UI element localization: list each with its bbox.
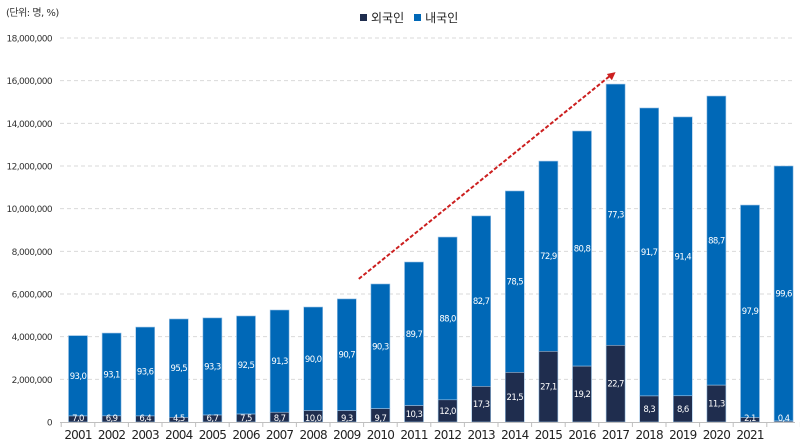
x-tick-label: 2011 (400, 428, 428, 442)
legend-label-foreign: 외국인 (371, 11, 405, 25)
data-label-domestic: 99,6 (775, 289, 792, 299)
legend-item-domestic: 내국인 (414, 9, 458, 26)
data-label-foreign: 6,4 (139, 414, 151, 424)
data-label-domestic: 88,0 (439, 314, 456, 324)
data-label-domestic: 90,3 (372, 342, 389, 352)
x-tick-label: 2021 (736, 428, 764, 442)
data-label-domestic: 95,5 (171, 364, 188, 374)
data-label-foreign: 0,4 (778, 414, 790, 424)
x-tick-label: 2016 (568, 428, 596, 442)
legend-item-foreign: 외국인 (360, 9, 404, 26)
data-label-foreign: 22,7 (607, 380, 624, 390)
x-tick-label: 2002 (98, 428, 126, 442)
data-label-foreign: 9,7 (375, 414, 387, 424)
data-label-domestic: 92,5 (238, 361, 255, 371)
legend-swatch-domestic (414, 14, 422, 21)
data-label-foreign: 8,3 (643, 405, 655, 415)
trend-arrow-line (358, 73, 613, 280)
data-label-foreign: 17,3 (473, 400, 490, 410)
y-tick-label: 6,000,000 (12, 291, 53, 301)
data-label-domestic: 78,5 (507, 278, 524, 288)
data-label-domestic: 93,3 (204, 362, 221, 372)
data-label-domestic: 80,8 (574, 245, 591, 255)
y-tick-label: 0 (47, 419, 53, 429)
data-label-foreign: 21,5 (507, 393, 524, 403)
x-tick-label: 2013 (468, 428, 496, 442)
data-label-domestic: 88,7 (708, 237, 725, 247)
x-tick-label: 2018 (636, 428, 664, 442)
x-tick-label: 2014 (501, 428, 529, 442)
unit-label: (단위: 명, %) (6, 8, 59, 19)
data-label-foreign: 19,2 (574, 390, 591, 400)
y-tick-label: 2,000,000 (12, 376, 53, 386)
x-tick-label: 2003 (132, 428, 160, 442)
data-label-foreign: 10,3 (406, 410, 423, 420)
legend-swatch-foreign (360, 14, 367, 21)
trend-arrow-head (606, 72, 616, 81)
data-label-domestic: 91,4 (675, 252, 692, 262)
x-tick-label: 2009 (333, 428, 361, 442)
data-label-foreign: 9,3 (341, 414, 353, 424)
y-tick-label: 8,000,000 (12, 248, 53, 258)
data-label-domestic: 90,7 (339, 351, 356, 361)
x-tick-label: 2020 (703, 428, 731, 442)
x-tick-label: 2012 (434, 428, 462, 442)
legend-label-domestic: 내국인 (425, 11, 459, 25)
x-tick-label: 2015 (535, 428, 563, 442)
data-label-foreign: 8,6 (677, 405, 689, 415)
data-label-domestic: 93,6 (137, 367, 154, 377)
data-label-domestic: 89,7 (406, 330, 423, 340)
data-label-domestic: 93,1 (103, 370, 120, 380)
data-label-foreign: 12,0 (439, 407, 456, 417)
x-tick-label: 2005 (199, 428, 227, 442)
x-tick-label: 2007 (266, 428, 294, 442)
y-tick-label: 14,000,000 (6, 120, 52, 130)
x-tick-label: 2008 (300, 428, 328, 442)
y-tick-label: 10,000,000 (6, 205, 52, 215)
x-tick-label: 2019 (669, 428, 697, 442)
x-tick-label: 2001 (64, 428, 92, 442)
data-label-foreign: 2,1 (744, 414, 756, 424)
y-tick-label: 18,000,000 (6, 35, 52, 45)
x-tick-label: 2004 (165, 428, 193, 442)
data-label-domestic: 91,7 (641, 248, 658, 258)
x-tick-label: 2017 (602, 428, 630, 442)
data-label-foreign: 8,7 (274, 414, 286, 424)
data-label-foreign: 11,3 (708, 400, 725, 410)
y-tick-label: 12,000,000 (6, 163, 52, 173)
legend: 외국인 내국인 (360, 9, 458, 26)
data-label-domestic: 90,0 (305, 355, 322, 365)
data-label-domestic: 72,9 (540, 252, 557, 262)
y-tick-label: 4,000,000 (12, 333, 53, 343)
data-label-foreign: 7,5 (240, 414, 252, 424)
y-tick-label: 16,000,000 (6, 77, 52, 87)
data-label-domestic: 91,3 (271, 357, 288, 367)
data-label-domestic: 97,9 (742, 307, 759, 317)
data-label-domestic: 93,0 (70, 372, 87, 382)
data-label-domestic: 82,7 (473, 297, 490, 307)
data-label-foreign: 6,9 (106, 414, 118, 424)
data-label-foreign: 10,0 (305, 414, 322, 424)
data-label-foreign: 6,7 (207, 414, 219, 424)
x-tick-label: 2006 (232, 428, 260, 442)
data-label-foreign: 27,1 (540, 383, 557, 393)
x-tick-label: 2010 (367, 428, 395, 442)
data-label-foreign: 4,5 (173, 414, 185, 424)
data-label-domestic: 77,3 (607, 211, 624, 221)
data-label-foreign: 7,0 (72, 414, 84, 424)
